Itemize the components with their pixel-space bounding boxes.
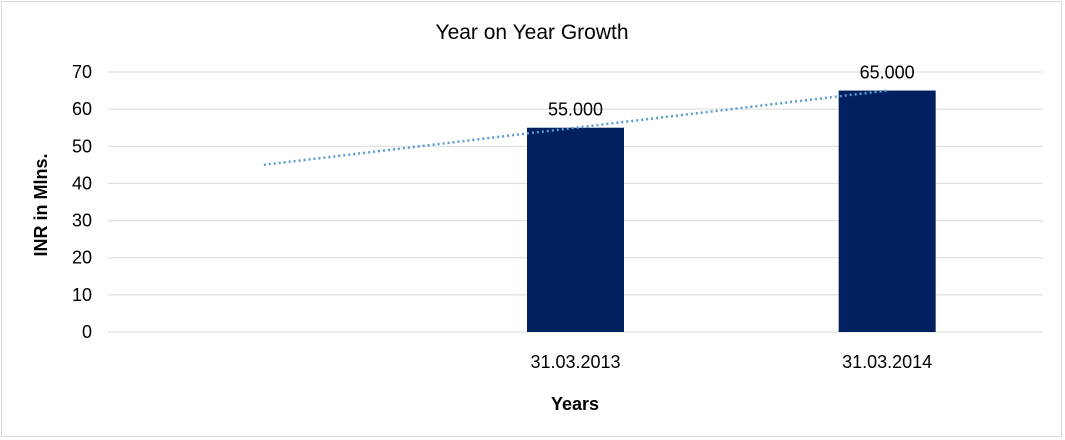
y-axis-title: INR in Mlns. (31, 154, 51, 257)
x-tick-label: 31.03.2013 (530, 352, 620, 372)
x-axis-title: Years (551, 394, 599, 414)
bar (527, 127, 624, 332)
y-tick-label: 30 (72, 211, 92, 231)
y-tick-label: 0 (82, 322, 92, 342)
data-label: 55.000 (548, 100, 603, 120)
data-label: 65.000 (860, 63, 915, 83)
y-tick-label: 50 (72, 136, 92, 156)
y-tick-label: 60 (72, 99, 92, 119)
y-axis-ticks: 0 10 20 30 40 50 60 70 (72, 62, 92, 342)
y-tick-label: 10 (72, 285, 92, 305)
x-axis-ticks: 31.03.2013 31.03.2014 (530, 352, 932, 372)
chart-title: Year on Year Growth (435, 21, 628, 44)
data-labels: 55.000 65.000 (548, 63, 915, 120)
y-tick-label: 70 (72, 62, 92, 82)
x-tick-label: 31.03.2014 (842, 352, 932, 372)
y-tick-label: 40 (72, 173, 92, 193)
bar (838, 90, 936, 332)
y-tick-label: 20 (72, 248, 92, 268)
bars (527, 90, 936, 332)
